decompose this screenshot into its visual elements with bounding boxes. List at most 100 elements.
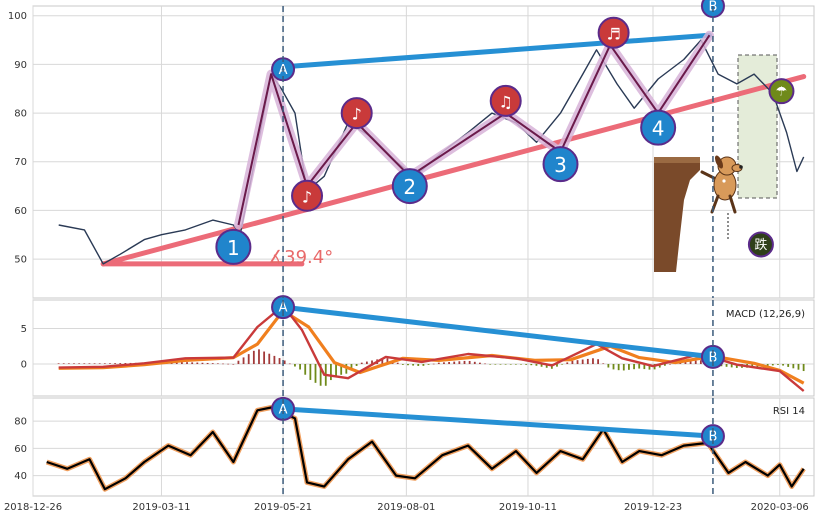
wave-marker-label: ♪: [302, 187, 312, 206]
macd-histogram-bar: [88, 363, 91, 364]
wave-zigzag: [234, 30, 714, 230]
resistance-trendline: [280, 32, 713, 70]
macd-histogram-bar: [514, 364, 517, 365]
wave-markers: 1A♪♪2♫3♬4B☂跌: [215, 0, 795, 265]
macd-line: [58, 304, 805, 392]
macd-histogram-bar: [617, 364, 620, 371]
rsi-y-tick-label: 80: [14, 417, 27, 428]
macd-histogram-bar: [62, 363, 65, 364]
wave-marker-circle: [489, 84, 522, 117]
x-tick-label: 2020-03-06: [751, 502, 809, 513]
rsi-marker-circle: [700, 424, 725, 449]
macd-histogram-bar: [592, 358, 594, 364]
macd-histogram-bar: [504, 364, 507, 365]
macd-histogram-bar: [288, 363, 291, 365]
macd-histogram-bar: [479, 362, 481, 364]
macd-histogram-bar: [201, 362, 204, 364]
macd-histogram-bar: [628, 364, 630, 370]
macd-histogram-bar: [283, 360, 286, 364]
wave-marker-label: ♬: [606, 24, 620, 43]
macd-histogram-bar: [473, 361, 476, 364]
macd-histogram-bar: [124, 363, 127, 364]
macd-histogram-bar: [648, 364, 651, 370]
macd-histogram-bar: [556, 364, 558, 367]
macd-histogram-bar: [335, 364, 337, 376]
macd-histogram-bar: [566, 362, 569, 364]
macd-histogram-bar: [509, 364, 512, 365]
macd-histogram-bar: [109, 363, 111, 364]
cliff-top: [654, 157, 700, 163]
macd-histogram-bar: [93, 363, 96, 364]
special-marker-label: ☂: [776, 85, 788, 100]
macd-histogram-bar: [699, 360, 702, 364]
macd-histogram-bar: [586, 358, 589, 364]
macd-histogram-bar: [520, 364, 522, 365]
macd-histogram-bar: [386, 358, 389, 364]
macd-histogram-bar: [412, 364, 415, 366]
macd-histogram-bar: [222, 363, 224, 365]
macd-histogram-bar: [73, 363, 75, 364]
macd-histogram-bar: [684, 361, 687, 364]
angle-label: ∡39.4°: [268, 247, 333, 268]
macd-histogram-bar: [67, 363, 70, 364]
macd-histogram-bar: [119, 363, 122, 364]
support-trendline: [100, 74, 807, 267]
macd-histogram-bar: [525, 364, 528, 365]
rsi-y-tick-label: 60: [14, 444, 27, 455]
macd-histogram-bar: [401, 364, 404, 365]
special-marker-circle: [747, 231, 774, 258]
cliff-shape: [654, 157, 700, 272]
x-tick-label: 2019-12-23: [624, 502, 682, 513]
price-trendlines: [100, 32, 807, 267]
macd-histogram-bar: [730, 364, 733, 368]
macd-histogram-bar: [658, 364, 661, 368]
macd-histogram-bar: [314, 364, 317, 383]
wave-marker-label: ♫: [499, 92, 513, 111]
price-y-tick-label: 80: [14, 109, 27, 120]
macd-histogram-bar: [258, 349, 260, 364]
rsi-divergence-line: [280, 406, 716, 439]
macd-histogram-bar: [206, 362, 209, 364]
price-y-tick-label: 70: [14, 157, 27, 168]
macd-histogram-bar: [607, 364, 610, 368]
macd-y-tick-labels: 05: [21, 324, 27, 371]
macd-histogram-bar: [304, 364, 307, 375]
macd-histogram-bar: [232, 364, 235, 365]
macd-histogram-bar: [432, 363, 435, 365]
highlight-box: [737, 54, 778, 199]
macd-histogram-bar: [191, 362, 194, 364]
wave-marker-label: ♪: [352, 105, 362, 124]
macd-histogram-bar: [792, 364, 795, 369]
macd-panel: [32, 299, 815, 397]
macd-histogram-bar: [263, 351, 266, 364]
macd-histogram-bar: [802, 364, 805, 372]
macd-histogram-bar: [350, 364, 353, 371]
macd-lines: [58, 304, 805, 392]
macd-histogram-bar: [211, 363, 214, 364]
macd-histogram-bar: [103, 363, 106, 364]
macd-histogram-bar: [252, 350, 255, 364]
macd-histogram-bar: [535, 364, 538, 366]
wave-marker-circle: [640, 109, 677, 146]
macd-histogram-bar: [186, 362, 188, 364]
macd-histogram-bar: [771, 364, 774, 366]
macd-histogram-bar: [612, 364, 615, 370]
macd-histogram-bar: [319, 364, 322, 386]
macd-histogram-bar: [797, 364, 800, 370]
macd-histogram-bar: [782, 364, 784, 366]
price-y-tick-label: 60: [14, 206, 27, 217]
x-tick-label: 2019-10-11: [499, 502, 557, 513]
macd-histogram-bar: [57, 363, 60, 364]
macd-histogram-bar: [545, 364, 548, 368]
price-y-tick-labels: 50 60 70 80 90 100: [8, 11, 27, 265]
macd-histogram-bar: [381, 358, 384, 364]
wave-marker-circle: [597, 16, 630, 49]
macd-histogram-bar: [330, 364, 332, 381]
macd-title: MACD (12,26,9): [726, 309, 805, 320]
macd-histogram-bar: [530, 364, 533, 366]
macd-histogram-bar: [499, 364, 502, 365]
wave-marker-label: 4: [652, 117, 665, 141]
special-marker-label: 跌: [754, 237, 767, 253]
macd-histogram-bar: [294, 364, 296, 367]
